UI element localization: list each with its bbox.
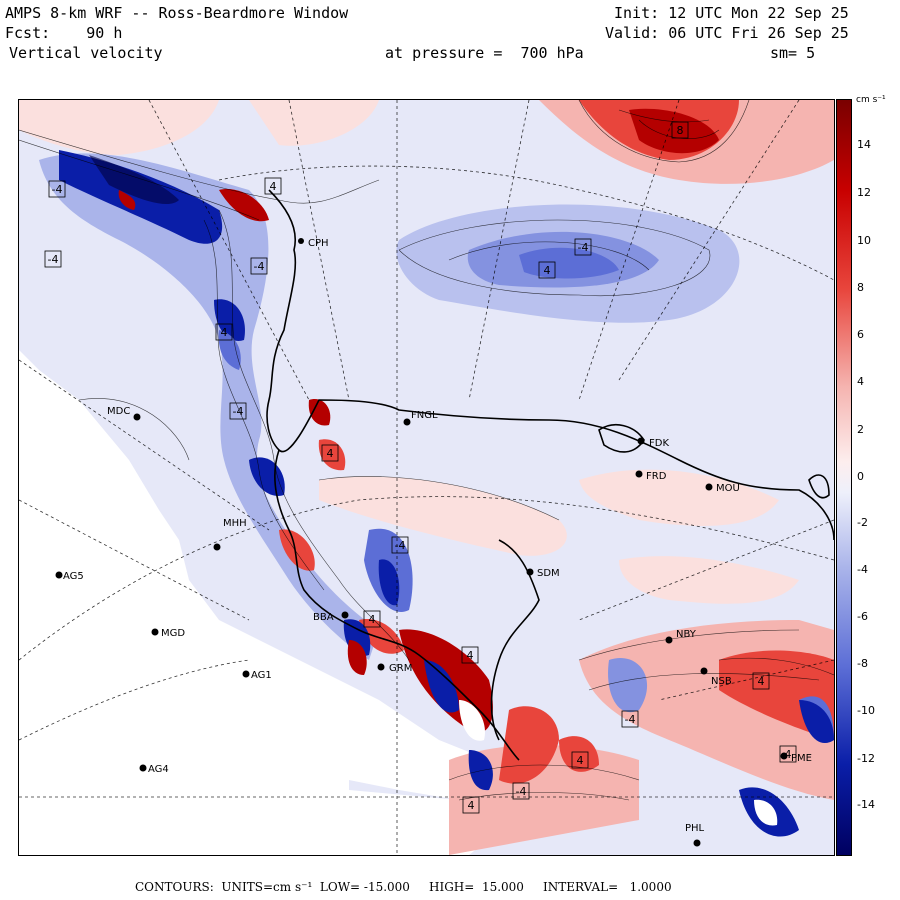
svg-text:4: 4 xyxy=(369,613,376,626)
contour-label: 4 xyxy=(571,751,589,769)
station-mhh: MHH xyxy=(223,518,247,529)
contour-label: 4 xyxy=(363,610,381,628)
station-mou: MOU xyxy=(716,483,740,494)
contour-label: -4 xyxy=(621,710,639,728)
map-panel: CPH MDC FNGL FDK FRD MOU SDM AG5 MGD AG1… xyxy=(18,99,835,856)
svg-text:8: 8 xyxy=(677,124,684,137)
svg-text:-4: -4 xyxy=(52,183,63,196)
contour-label: 4 xyxy=(779,745,797,763)
colorbar-tick-label: -2 xyxy=(857,516,868,529)
svg-text:4: 4 xyxy=(758,675,765,688)
colorbar-tick-label: 8 xyxy=(857,281,864,294)
svg-text:-4: -4 xyxy=(395,539,406,552)
colorbar-tick-label: -8 xyxy=(857,657,868,670)
colorbar-tick-label: 14 xyxy=(857,138,871,151)
svg-text:4: 4 xyxy=(785,748,792,761)
vertical-velocity-map: CPH MDC FNGL FDK FRD MOU SDM AG5 MGD AG1… xyxy=(19,100,834,855)
svg-text:-4: -4 xyxy=(48,253,59,266)
colorbar-tick-label: -14 xyxy=(857,798,875,811)
contour-label: 8 xyxy=(671,121,689,139)
colorbar xyxy=(836,99,852,856)
colorbar-tick-label: -12 xyxy=(857,752,875,765)
contour-label: -4 xyxy=(574,238,592,256)
colorbar-tick-label: -4 xyxy=(857,563,868,576)
svg-text:4: 4 xyxy=(467,649,474,662)
colorbar-tick-label: 2 xyxy=(857,423,864,436)
station-nsb: NSB xyxy=(711,676,732,687)
station-bba: BBA xyxy=(313,612,334,623)
colorbar-tick-label: -6 xyxy=(857,610,868,623)
contour-label: -4 xyxy=(48,180,66,198)
contour-label: -4 xyxy=(391,536,409,554)
field-name: Vertical velocity xyxy=(9,44,163,62)
station-fngl: FNGL xyxy=(411,410,438,421)
contour-label: -4 xyxy=(250,257,268,275)
forecast-hour: Fcst: 90 h xyxy=(5,24,123,42)
init-time: Init: 12 UTC Mon 22 Sep 25 xyxy=(614,4,849,22)
station-phl: PHL xyxy=(685,823,705,834)
contour-label: 4 xyxy=(215,323,233,341)
contour-info: CONTOURS: UNITS=cm s⁻¹ LOW= -15.000 HIGH… xyxy=(135,880,672,894)
map-title: AMPS 8-km WRF -- Ross-Beardmore Window xyxy=(5,4,349,22)
colorbar-units: cm s⁻¹ xyxy=(856,95,886,105)
colorbar-tick-label: 0 xyxy=(857,470,864,483)
svg-text:-4: -4 xyxy=(233,405,244,418)
contour-label: 4 xyxy=(752,672,770,690)
station-sdm: SDM xyxy=(537,568,560,579)
svg-text:-4: -4 xyxy=(516,785,527,798)
contour-label: 4 xyxy=(264,177,282,195)
station-nby: NBY xyxy=(676,629,697,640)
station-grm: GRM xyxy=(389,663,412,674)
station-ag5: AG5 xyxy=(63,571,84,582)
svg-text:-4: -4 xyxy=(578,241,589,254)
station-mgd: MGD xyxy=(161,628,185,639)
contour-label: -4 xyxy=(512,782,530,800)
station-mdc: MDC xyxy=(107,406,130,417)
station-cph: CPH xyxy=(308,238,329,249)
station-fdk: FDK xyxy=(649,438,669,449)
colorbar-tick-label: -10 xyxy=(857,704,875,717)
contour-label: -4 xyxy=(44,250,62,268)
svg-text:4: 4 xyxy=(468,799,475,812)
contour-label: -4 xyxy=(229,402,247,420)
smoothing-label: sm= 5 xyxy=(770,44,816,62)
svg-text:4: 4 xyxy=(327,447,334,460)
svg-text:4: 4 xyxy=(577,754,584,767)
svg-text:-4: -4 xyxy=(625,713,636,726)
contour-label: 4 xyxy=(321,444,339,462)
contour-label: 4 xyxy=(461,646,479,664)
station-ag4: AG4 xyxy=(148,764,169,775)
contour-label: 4 xyxy=(538,261,556,279)
svg-text:4: 4 xyxy=(221,326,228,339)
colorbar-tick-label: 6 xyxy=(857,328,864,341)
svg-text:-4: -4 xyxy=(254,260,265,273)
colorbar-tick-label: 12 xyxy=(857,186,871,199)
station-frd: FRD xyxy=(646,471,667,482)
contour-label: 4 xyxy=(462,796,480,814)
pressure-level: at pressure = 700 hPa xyxy=(385,44,584,62)
valid-time: Valid: 06 UTC Fri 26 Sep 25 xyxy=(605,24,849,42)
colorbar-tick-label: 4 xyxy=(857,375,864,388)
station-pme: PME xyxy=(791,753,812,764)
svg-text:4: 4 xyxy=(544,264,551,277)
svg-text:4: 4 xyxy=(270,180,277,193)
colorbar-tick-label: 10 xyxy=(857,234,871,247)
station-ag1: AG1 xyxy=(251,670,272,681)
